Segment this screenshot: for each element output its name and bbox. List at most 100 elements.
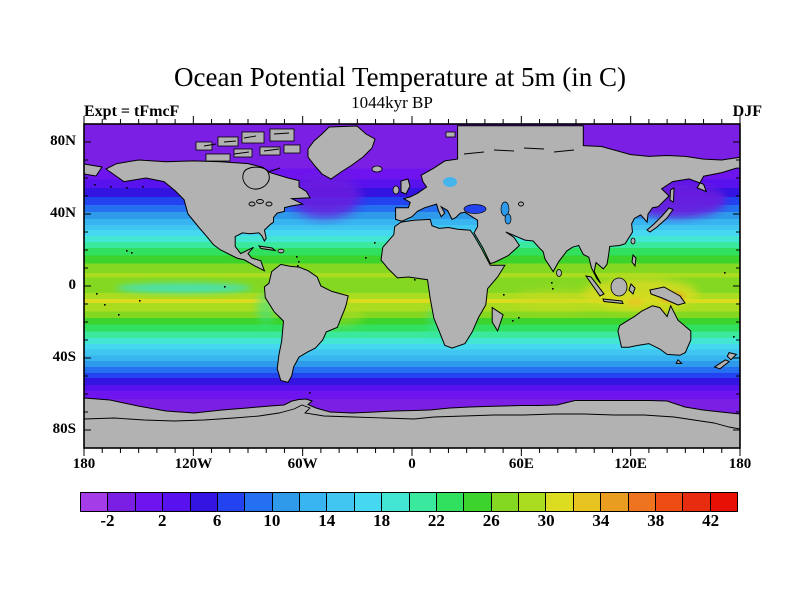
small-island-dot	[224, 286, 226, 288]
colorbar-tick-label: 30	[537, 511, 555, 530]
small-island-dot	[512, 320, 514, 322]
colorbar-cell	[217, 493, 246, 511]
land-sakhalin	[669, 187, 675, 203]
lat-tick-label: 80S	[52, 421, 76, 437]
land-sumatra	[584, 275, 605, 297]
colorbar-cell	[628, 493, 656, 511]
experiment-label: Expt = tFmcF	[84, 103, 180, 120]
colorbar-tick-label: 10	[263, 511, 281, 530]
world-map-plot	[83, 116, 741, 456]
colorbar-cell	[300, 493, 328, 511]
colorbar-cell	[163, 493, 191, 511]
colorbar-cell	[655, 493, 684, 511]
colorbar-cell	[573, 493, 602, 511]
plot-title: Ocean Potential Temperature at 5m (in C)	[174, 62, 626, 92]
colorbar-cell	[190, 493, 218, 511]
small-island-dot	[298, 261, 300, 263]
colorbar-cell	[436, 493, 465, 511]
small-island-dot	[552, 288, 554, 290]
land-britain	[400, 178, 411, 195]
colorbar-tick-label: 26	[482, 511, 500, 530]
land-south-america	[263, 263, 349, 383]
baltic-sea	[443, 177, 457, 187]
antarctic-coastline	[84, 404, 740, 430]
land-australia	[617, 304, 692, 356]
land-island	[610, 277, 628, 297]
ocean-anomaly-patch	[627, 298, 643, 306]
map-ticks	[83, 116, 741, 456]
small-island-dot	[142, 186, 144, 188]
land-java	[602, 298, 624, 305]
colorbar-tick-label: 22	[427, 511, 445, 530]
coastline-details	[84, 132, 740, 430]
colorbar-tick-label: 34	[592, 511, 610, 530]
land-greenland	[307, 125, 376, 180]
small-island-dot	[414, 279, 416, 281]
small-island-dot	[139, 300, 141, 302]
colorbar-tick-label: 18	[373, 511, 391, 530]
colorbar-cell	[519, 493, 547, 511]
small-island-dot	[96, 293, 98, 295]
small-island-dot	[365, 257, 367, 259]
land-arctic-block	[241, 131, 265, 144]
small-island-dot	[131, 252, 133, 254]
land-arctic-block	[259, 146, 281, 156]
colorbar-tick-label: -2	[100, 511, 115, 530]
map-interior	[84, 124, 740, 448]
small-island-dot	[110, 186, 112, 188]
colorbar-cell	[601, 493, 629, 511]
colorbar-cell	[683, 493, 711, 511]
black-sea	[463, 204, 487, 214]
land-cuba	[257, 245, 277, 252]
colorbar-cell	[464, 493, 492, 511]
lon-tick-label: 120E	[614, 456, 647, 472]
small-island-dot	[126, 187, 128, 189]
colorbar-tick-label: 42	[702, 511, 720, 530]
small-island-dot	[374, 242, 376, 244]
small-island-dot	[733, 336, 735, 338]
colorbar-cell	[491, 493, 519, 511]
small-island-dot	[309, 392, 311, 394]
colorbar-tick-label: 2	[158, 511, 167, 530]
land-philippines	[631, 253, 637, 268]
land-arctic-block	[205, 153, 231, 162]
small-island-dot	[118, 314, 120, 316]
colorbar-cell	[382, 493, 410, 511]
lat-tick-label: 40S	[52, 349, 76, 365]
land-new-guinea	[649, 286, 686, 306]
lon-tick-label: 120W	[174, 456, 213, 472]
land-africa	[380, 218, 506, 349]
lat-tick-label: 80N	[50, 133, 76, 149]
land-island	[371, 165, 383, 173]
land-arctic-block	[445, 131, 456, 138]
colorbar-cell	[546, 493, 574, 511]
lon-tick-label: 60W	[287, 456, 318, 472]
small-island-dot	[724, 272, 726, 274]
lon-tick-label: 180	[728, 456, 752, 472]
colorbar-cell	[354, 493, 383, 511]
colorbar-cell	[81, 493, 109, 511]
colorbar-cell	[409, 493, 437, 511]
land-island	[630, 237, 636, 245]
small-island-dot	[297, 265, 299, 267]
colorbar-cell	[327, 493, 355, 511]
lon-tick-label: 60E	[508, 456, 534, 472]
map-frame	[83, 123, 741, 449]
colorbar-cell	[272, 493, 300, 511]
land-island	[392, 185, 400, 195]
caspian-sea-south	[504, 213, 512, 225]
small-island-dot	[551, 282, 553, 284]
land-sulawesi	[628, 283, 636, 295]
colorbar-tick-label: 38	[647, 511, 665, 530]
land-madagascar	[491, 306, 504, 333]
small-island-dot	[126, 250, 128, 252]
lat-tick-label: 40N	[50, 205, 76, 221]
season-label: DJF	[732, 103, 762, 120]
colorbar-tick-label: 14	[318, 511, 336, 530]
land-chukotka-wrap	[84, 163, 103, 177]
lon-tick-label: 180	[72, 456, 96, 472]
land-antarctica	[84, 397, 740, 448]
colorbar-cell	[710, 493, 737, 511]
small-island-dot	[94, 184, 96, 186]
